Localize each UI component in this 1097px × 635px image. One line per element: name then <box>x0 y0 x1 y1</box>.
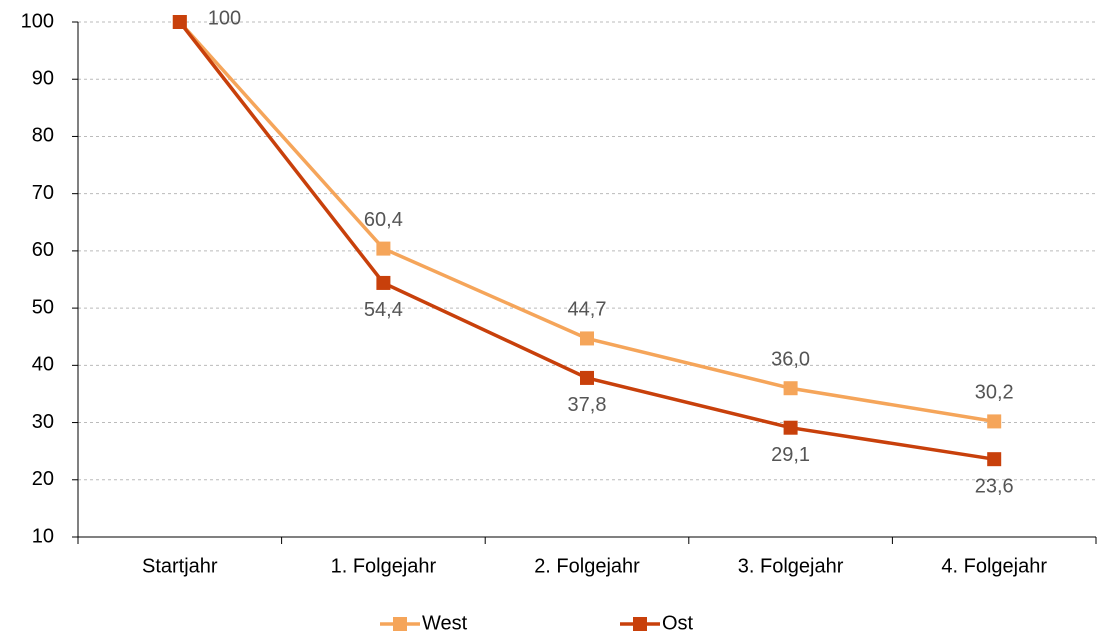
marker <box>376 241 391 256</box>
y-tick-label: 100 <box>21 10 54 32</box>
x-tick-label: 1. Folgejahr <box>331 555 437 577</box>
marker <box>783 381 798 396</box>
marker <box>987 414 1002 429</box>
x-tick-label: 3. Folgejahr <box>738 555 844 577</box>
data-label: 37,8 <box>568 394 607 416</box>
data-label: 29,1 <box>771 444 810 466</box>
y-tick-label: 30 <box>32 411 54 433</box>
marker <box>783 420 798 435</box>
marker <box>580 331 594 346</box>
data-label: 30,2 <box>975 382 1014 404</box>
legend-marker <box>633 617 647 631</box>
marker <box>580 370 594 385</box>
marker <box>987 452 1002 467</box>
data-label: 100 <box>208 7 241 29</box>
data-label: 23,6 <box>975 475 1014 497</box>
data-label: 60,4 <box>364 209 403 231</box>
y-tick-label: 80 <box>32 125 54 147</box>
y-tick-label: 60 <box>32 239 54 261</box>
y-tick-label: 20 <box>32 468 54 490</box>
marker <box>172 15 187 29</box>
x-tick-label: 2. Folgejahr <box>534 555 640 577</box>
y-tick-label: 10 <box>32 525 54 547</box>
legend-marker <box>393 617 407 631</box>
data-label: 44,7 <box>568 299 607 321</box>
y-tick-label: 50 <box>32 296 54 318</box>
marker <box>376 275 391 290</box>
x-tick-label: Startjahr <box>142 555 218 577</box>
data-label: 54,4 <box>364 299 403 321</box>
x-tick-label: 4. Folgejahr <box>941 555 1047 577</box>
legend-label: Ost <box>662 612 694 634</box>
y-tick-label: 70 <box>32 182 54 204</box>
data-label: 36,0 <box>771 349 810 371</box>
y-tick-label: 40 <box>32 354 54 376</box>
y-tick-label: 90 <box>32 68 54 90</box>
legend-label: West <box>422 612 468 634</box>
series-line <box>178 20 995 424</box>
